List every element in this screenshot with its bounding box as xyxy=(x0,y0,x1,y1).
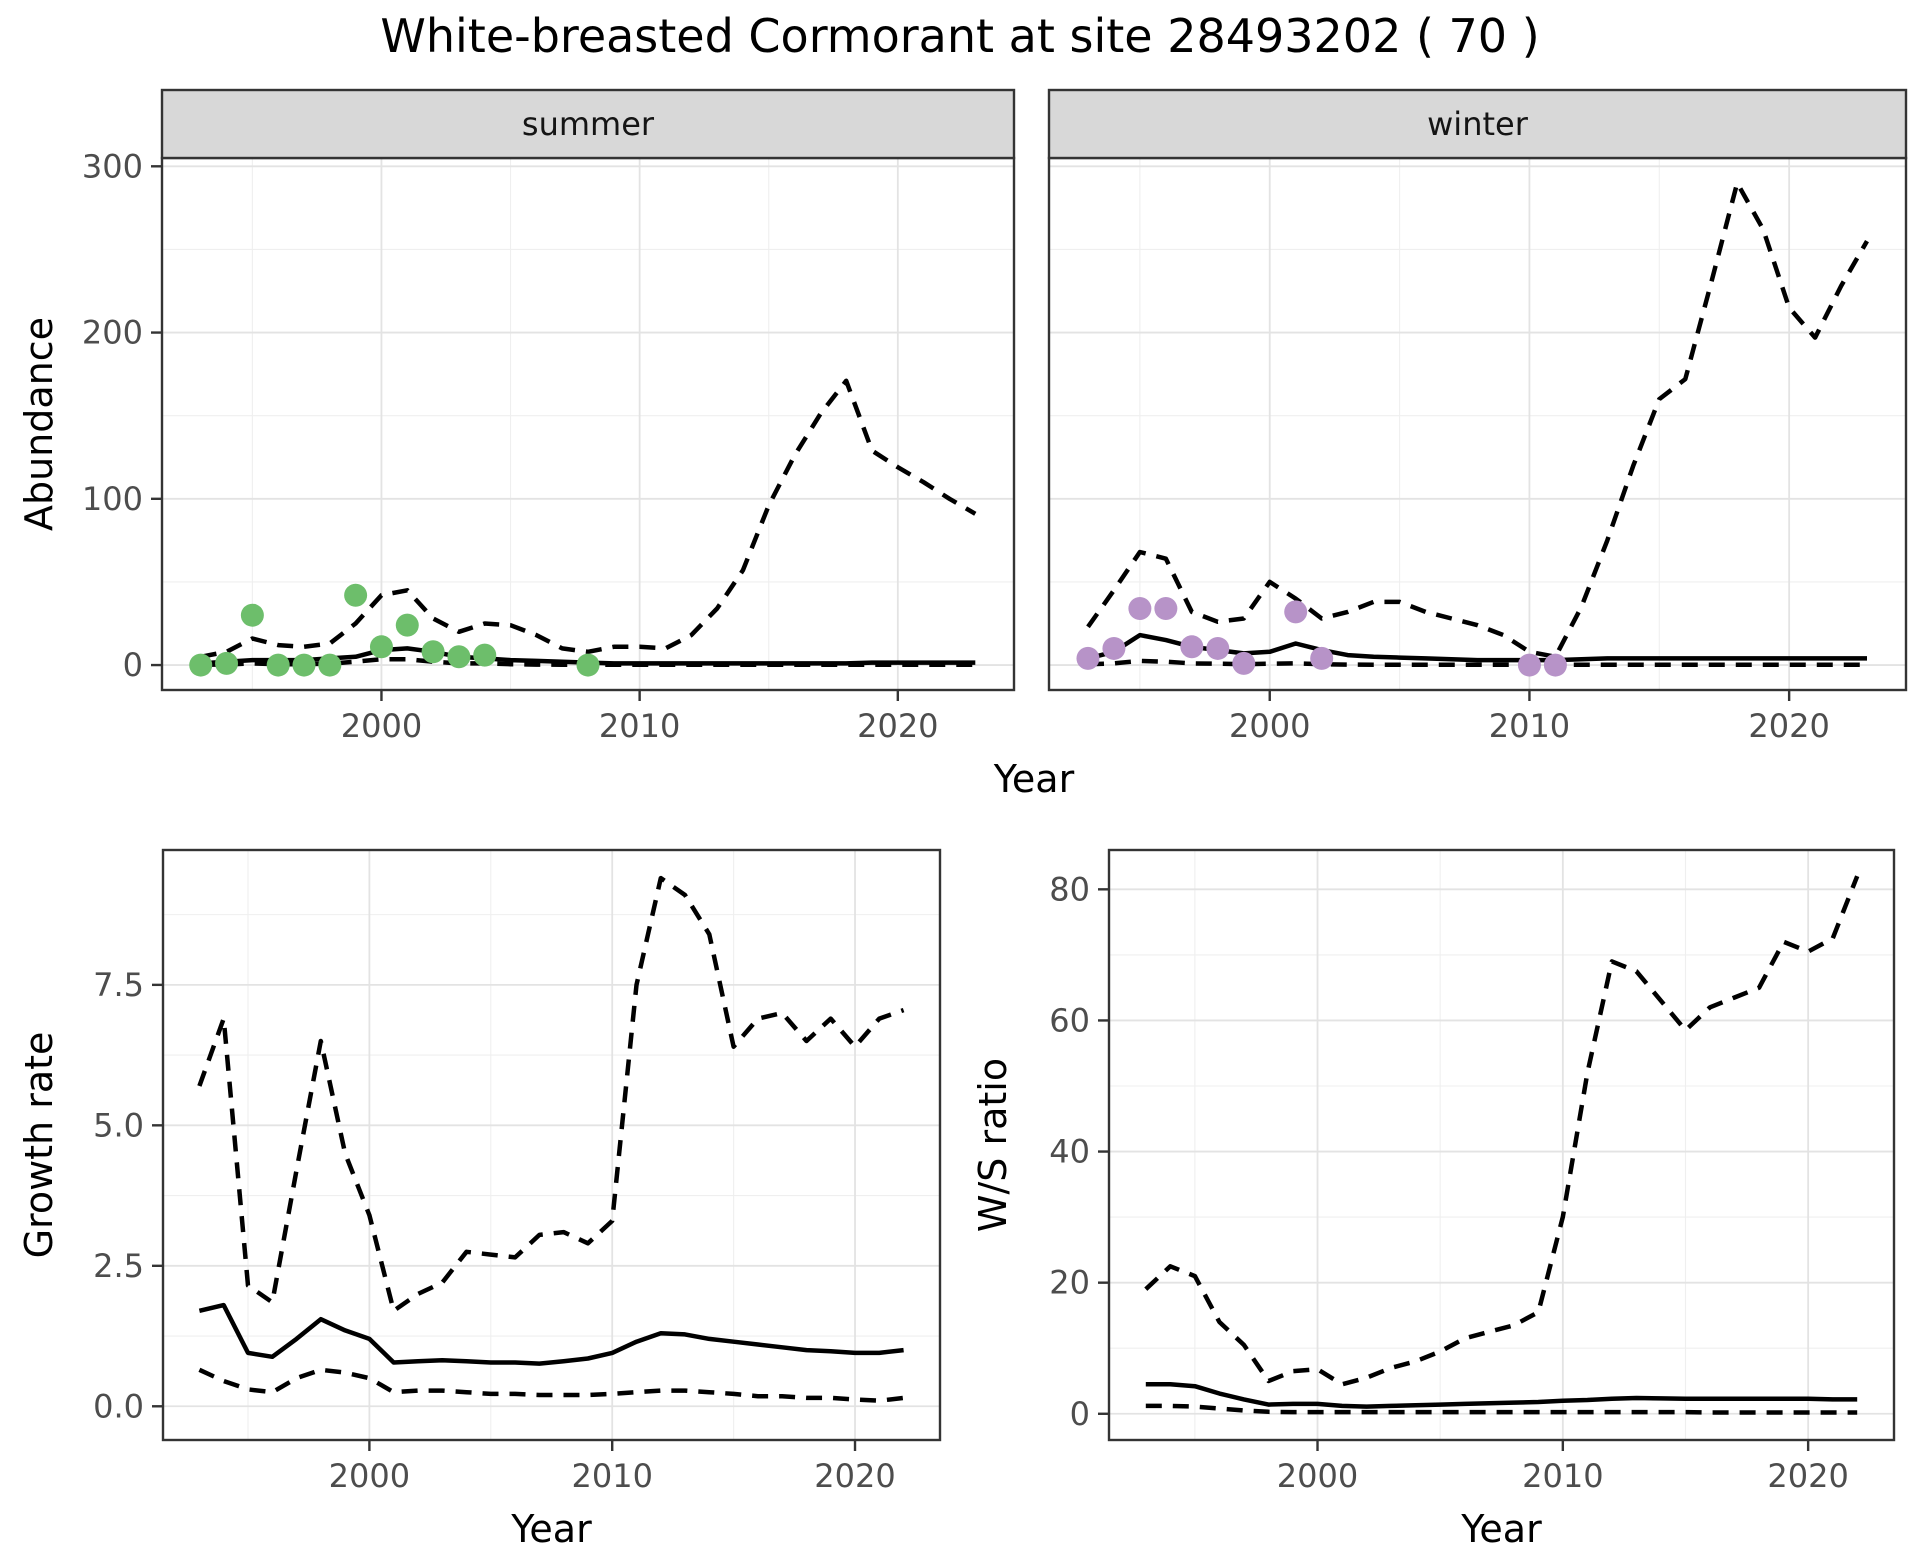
upper-ci-line xyxy=(1144,875,1860,1387)
y-tick-label: 60 xyxy=(1049,1001,1090,1039)
panel-background xyxy=(162,158,1014,690)
facet-strip xyxy=(1047,88,1908,160)
chart-title: White-breasted Cormorant at site 2849320… xyxy=(380,9,1539,63)
y-axis-title-ws-ratio: W/S ratio xyxy=(971,1058,1015,1232)
y-tick-label: 80 xyxy=(1049,870,1090,908)
y-tick-label: 0 xyxy=(123,646,143,684)
observation-points xyxy=(1076,597,1567,677)
y-tick-label: 5.0 xyxy=(93,1106,144,1144)
x-tick-label: 2020 xyxy=(857,707,938,745)
observation-point xyxy=(1180,635,1204,659)
panel-border xyxy=(161,848,942,1442)
observation-point xyxy=(189,653,213,677)
y-tick-label: 300 xyxy=(82,147,143,185)
median-fit-line xyxy=(198,1302,904,1366)
upper-ci-line xyxy=(200,378,977,660)
x-tick-label: 2000 xyxy=(1229,707,1310,745)
observation-point xyxy=(447,645,471,669)
observation-point xyxy=(1517,653,1541,677)
panel-abundance-summer: summer 2000 2010 2020 0 100 200 300 xyxy=(82,88,1016,745)
observation-point xyxy=(344,583,368,607)
median-fit-line xyxy=(1145,1382,1858,1409)
observation-point xyxy=(215,651,239,675)
upper-ci-line xyxy=(1086,180,1869,660)
x-axis-title-year-bottom-left: Year xyxy=(510,1507,592,1551)
lower-ci-line xyxy=(198,1367,904,1403)
observation-point xyxy=(1206,636,1230,660)
y-tick-label: 2.5 xyxy=(93,1247,144,1285)
axis-titles: Abundance Year Growth rate W/S ratio Year Yea… xyxy=(17,317,1542,1551)
observation-point xyxy=(576,653,600,677)
x-tick-label: 2010 xyxy=(1522,1457,1603,1495)
x-tick-label: 2000 xyxy=(329,1457,410,1495)
facet-strip-label: summer xyxy=(522,105,655,143)
y-tick-label: 7.5 xyxy=(93,966,144,1004)
observation-point xyxy=(1154,597,1178,621)
panel-background xyxy=(1049,158,1906,690)
observation-points xyxy=(189,583,600,677)
panel-growth-rate: 2000 2010 2020 0.0 2.5 5.0 7.5 xyxy=(93,848,942,1495)
observation-point xyxy=(369,635,393,659)
x-axis-title-year-bottom-right: Year xyxy=(1460,1507,1542,1551)
x-tick-label: 2010 xyxy=(571,1457,652,1495)
y-tick-label: 40 xyxy=(1049,1133,1090,1171)
observation-point xyxy=(395,613,419,637)
observation-point xyxy=(266,653,290,677)
x-tick-label: 2020 xyxy=(1767,1457,1848,1495)
panel-abundance-winter: winter 2000 2010 2020 xyxy=(1047,88,1908,745)
observation-point xyxy=(1128,597,1152,621)
x-tick-label: 2020 xyxy=(1748,707,1829,745)
y-tick-label: 20 xyxy=(1049,1264,1090,1302)
y-tick-label: 0.0 xyxy=(93,1387,144,1425)
x-tick-label: 2000 xyxy=(341,707,422,745)
observation-point xyxy=(473,643,497,667)
observation-point xyxy=(1076,646,1100,670)
panel-background xyxy=(1109,850,1894,1440)
observation-point xyxy=(1310,646,1334,670)
y-tick-label: 0 xyxy=(1070,1395,1090,1433)
observation-point xyxy=(1232,651,1256,675)
y-axis-title-growth-rate: Growth rate xyxy=(17,1032,61,1259)
y-tick-label: 100 xyxy=(82,480,143,518)
observation-point xyxy=(240,603,264,627)
observation-point xyxy=(421,640,445,664)
x-tick-label: 2020 xyxy=(814,1457,895,1495)
panel-border xyxy=(1107,848,1896,1442)
y-axis-title-abundance: Abundance xyxy=(17,317,61,531)
x-tick-label: 2010 xyxy=(599,707,680,745)
observation-point xyxy=(1543,653,1567,677)
upper-ci-line xyxy=(197,875,905,1314)
observation-point xyxy=(1284,600,1308,624)
y-tick-label: 200 xyxy=(82,314,143,352)
facet-strip xyxy=(160,88,1016,160)
panel-ws-ratio: 2000 2010 2020 0 20 40 60 80 xyxy=(1049,848,1896,1495)
lower-ci-line xyxy=(1087,658,1867,667)
observation-point xyxy=(292,653,316,677)
observation-point xyxy=(318,653,342,677)
x-tick-label: 2010 xyxy=(1489,707,1570,745)
x-axis-title-year-top: Year xyxy=(993,757,1075,801)
lower-ci-line xyxy=(1145,1403,1858,1415)
observation-point xyxy=(1102,636,1126,660)
x-tick-label: 2000 xyxy=(1277,1457,1358,1495)
facet-strip-label: winter xyxy=(1427,105,1529,143)
